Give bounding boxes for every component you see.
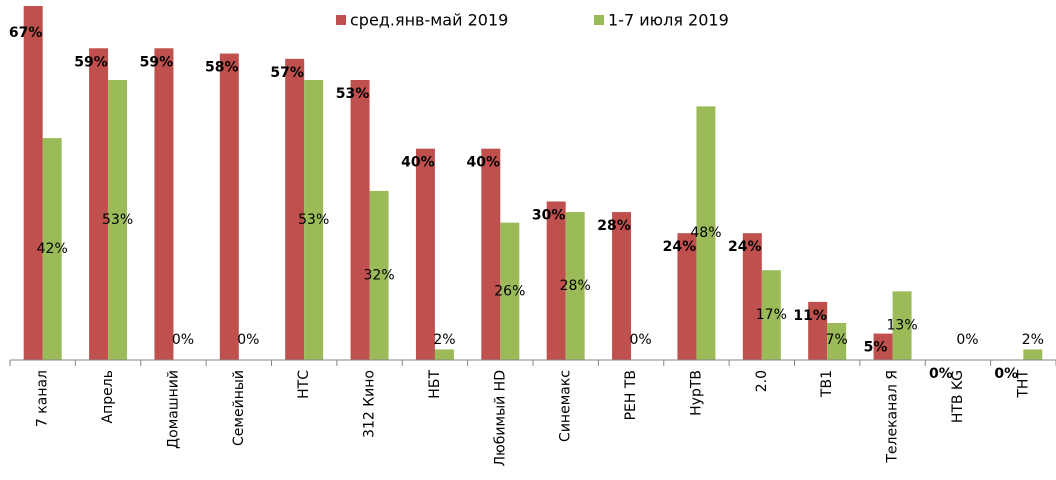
x-tick-label: 7 канал bbox=[35, 370, 51, 427]
x-tick-label: НурТВ bbox=[688, 370, 704, 416]
value-label: 53% bbox=[102, 212, 133, 228]
bar bbox=[415, 148, 435, 360]
bar bbox=[89, 48, 109, 361]
value-label: 0% bbox=[994, 366, 1018, 382]
bar bbox=[304, 79, 324, 360]
x-tick-label: НБТ bbox=[427, 370, 443, 399]
bar bbox=[892, 291, 912, 360]
value-label: 28% bbox=[597, 218, 631, 234]
bar bbox=[761, 270, 781, 360]
bar bbox=[369, 190, 389, 360]
bar bbox=[696, 106, 716, 360]
value-label: 5% bbox=[864, 340, 888, 356]
value-label: 67% bbox=[9, 25, 43, 41]
x-tick-label: Апрель bbox=[100, 370, 116, 423]
bar bbox=[827, 323, 847, 360]
value-label: 57% bbox=[270, 65, 304, 81]
value-label: 24% bbox=[663, 239, 697, 255]
bar bbox=[546, 201, 566, 360]
value-label: 28% bbox=[560, 278, 591, 294]
legend-label: сред.янв-май 2019 bbox=[350, 11, 508, 30]
value-label: 32% bbox=[364, 267, 395, 283]
x-tick-label: Синемакс bbox=[558, 370, 574, 442]
bar bbox=[42, 138, 62, 360]
value-label: 40% bbox=[467, 155, 501, 171]
bar bbox=[481, 148, 501, 360]
x-tick-label: Домашний bbox=[165, 370, 181, 449]
bar bbox=[154, 48, 174, 361]
value-label: 13% bbox=[887, 318, 918, 334]
value-label: 0% bbox=[929, 366, 953, 382]
bar bbox=[434, 349, 454, 360]
value-label: 48% bbox=[690, 225, 721, 241]
x-tick-label: 312 Кино bbox=[362, 370, 378, 438]
x-tick-label: Любимый HD bbox=[492, 370, 508, 467]
x-tick-label: НТВ KG bbox=[950, 370, 966, 423]
bar bbox=[108, 79, 128, 360]
x-tick-label: НТС bbox=[296, 370, 312, 399]
bar bbox=[565, 212, 585, 360]
value-label: 53% bbox=[298, 212, 329, 228]
value-label: 59% bbox=[140, 54, 174, 70]
legend-swatch bbox=[594, 15, 604, 25]
value-label: 17% bbox=[756, 307, 787, 323]
bar bbox=[873, 333, 893, 360]
value-label: 59% bbox=[74, 54, 108, 70]
bar bbox=[350, 79, 370, 360]
value-label: 24% bbox=[728, 239, 762, 255]
value-label: 0% bbox=[629, 332, 651, 348]
bar bbox=[612, 212, 632, 360]
value-label: 42% bbox=[37, 241, 68, 257]
bar bbox=[742, 233, 762, 360]
legend-label: 1-7 июля 2019 bbox=[608, 11, 729, 30]
value-label: 11% bbox=[793, 308, 827, 324]
x-tick-label: Семейный bbox=[231, 370, 247, 446]
value-label: 26% bbox=[494, 283, 525, 299]
x-tick-label: 2.0 bbox=[754, 370, 770, 392]
value-label: 7% bbox=[826, 332, 848, 348]
bar bbox=[677, 233, 697, 360]
value-label: 2% bbox=[1022, 332, 1044, 348]
value-label: 0% bbox=[172, 332, 194, 348]
value-label: 40% bbox=[401, 155, 435, 171]
bar bbox=[219, 53, 239, 360]
value-label: 2% bbox=[433, 332, 455, 348]
value-label: 0% bbox=[956, 332, 978, 348]
x-tick-label: ТВ1 bbox=[819, 370, 835, 398]
x-tick-label: РЕН ТВ bbox=[623, 370, 639, 420]
value-label: 30% bbox=[532, 207, 566, 223]
bar bbox=[23, 6, 43, 360]
value-label: 53% bbox=[336, 86, 370, 102]
x-tick-label: ТНТ bbox=[1015, 370, 1031, 399]
legend-swatch bbox=[336, 15, 346, 25]
value-label: 58% bbox=[205, 60, 239, 76]
value-label: 0% bbox=[237, 332, 259, 348]
bar bbox=[500, 222, 520, 360]
bar bbox=[1023, 349, 1043, 360]
bar bbox=[808, 301, 828, 360]
bar bbox=[285, 58, 305, 361]
x-tick-label: Телеканал Я bbox=[885, 370, 901, 464]
